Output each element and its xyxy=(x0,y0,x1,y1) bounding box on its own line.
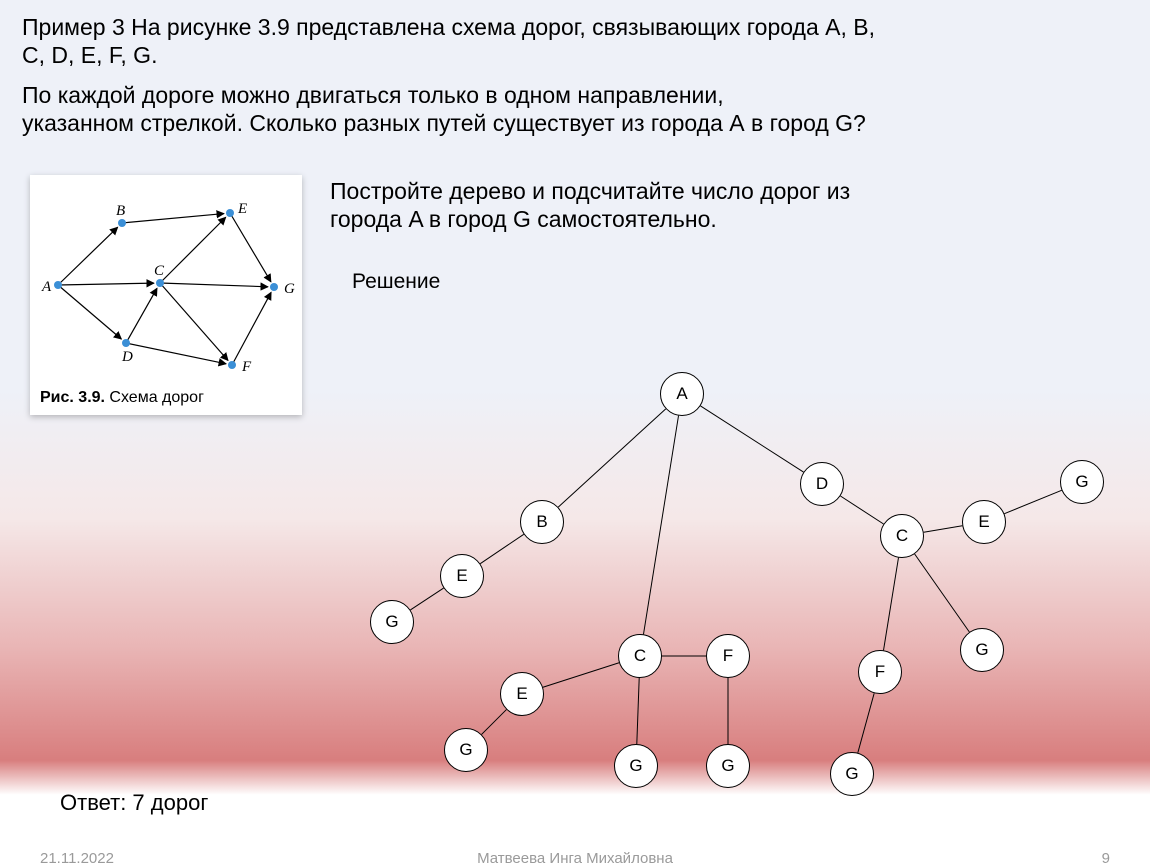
answer-text: Ответ: 7 дорог xyxy=(60,790,208,816)
svg-text:A: A xyxy=(41,279,52,295)
problem-line-2: С, D, E, F, G. xyxy=(22,42,157,69)
svg-text:D: D xyxy=(121,349,133,365)
svg-text:G: G xyxy=(284,281,295,297)
footer-page: 9 xyxy=(1102,850,1110,864)
tree-node: G xyxy=(830,752,874,796)
svg-text:C: C xyxy=(154,263,165,279)
tree-node: E xyxy=(962,500,1006,544)
tree-node: B xyxy=(520,500,564,544)
tree-node: G xyxy=(370,600,414,644)
tree-node: G xyxy=(960,628,1004,672)
figure-caption-rest: Схема дорог xyxy=(105,389,204,406)
tree-node: E xyxy=(440,554,484,598)
instruction-line-1: Постройте дерево и подсчитайте число дор… xyxy=(330,178,850,205)
tree-node: D xyxy=(800,462,844,506)
figure-caption: Рис. 3.9. Схема дорог xyxy=(40,389,204,407)
tree-node: F xyxy=(706,634,750,678)
instruction-line-2: города A в город G самостоятельно. xyxy=(330,206,717,233)
footer-author: Матвеева Инга Михайловна xyxy=(0,850,1150,864)
tree-node: C xyxy=(880,514,924,558)
tree-node: E xyxy=(500,672,544,716)
tree-node: G xyxy=(706,744,750,788)
tree-node: G xyxy=(614,744,658,788)
slide: Пример 3 На рисунке 3.9 представлена схе… xyxy=(0,0,1150,864)
tree-node: F xyxy=(858,650,902,694)
tree-node: G xyxy=(1060,460,1104,504)
figure-3-9: A B C D E F G Рис. 3.9. Схема дорог xyxy=(30,175,302,415)
svg-text:E: E xyxy=(237,201,247,217)
solution-label: Решение xyxy=(352,270,440,294)
svg-text:F: F xyxy=(241,359,252,375)
tree-node: A xyxy=(660,372,704,416)
figure-caption-bold: Рис. 3.9. xyxy=(40,389,105,406)
tree-node: C xyxy=(618,634,662,678)
problem-line-1: Пример 3 На рисунке 3.9 представлена схе… xyxy=(22,14,875,41)
problem-line-3: По каждой дороге можно двигаться только … xyxy=(22,82,724,109)
tree-node: G xyxy=(444,728,488,772)
problem-line-4: указанном стрелкой. Сколько разных путей… xyxy=(22,110,866,137)
road-graph: A B C D E F G xyxy=(30,175,302,375)
svg-text:B: B xyxy=(116,203,125,219)
